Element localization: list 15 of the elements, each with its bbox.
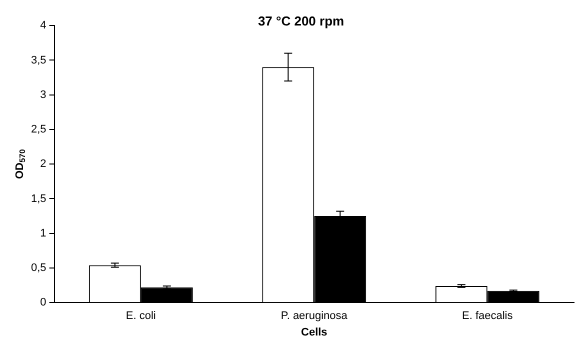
y-tick-label: 0,5 — [30, 262, 46, 274]
y-tick-label: 1,5 — [30, 192, 46, 205]
y-tick-label: 3 — [40, 88, 46, 101]
y-axis-title: OD570 — [14, 148, 28, 180]
y-tick-label: 4 — [40, 20, 46, 32]
y-tick-label: 3,5 — [30, 54, 46, 66]
chart-title: 37 °C 200 rpm — [258, 13, 344, 28]
x-axis-title: Cells — [300, 326, 328, 338]
y-tick-label: 0 — [40, 296, 46, 309]
x-tick-label: E. faecalis — [462, 310, 514, 322]
y-tick-label: 2,5 — [30, 124, 46, 136]
y-tick-label: 1 — [40, 227, 46, 240]
x-tick-label: E. coli — [126, 310, 156, 322]
x-tick-label: P. aeruginosa — [280, 310, 348, 322]
y-tick-label: 2 — [40, 158, 46, 170]
